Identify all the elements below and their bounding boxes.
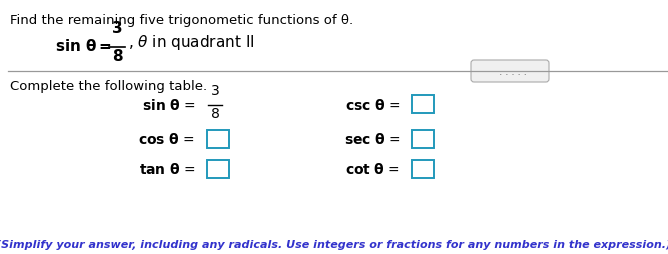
- Text: $\bf{csc}\ \bf{\theta}$ =: $\bf{csc}\ \bf{\theta}$ =: [345, 97, 400, 112]
- Text: , $\theta$ in quadrant II: , $\theta$ in quadrant II: [128, 33, 255, 52]
- Text: 3: 3: [210, 84, 219, 98]
- Bar: [412, 96, 434, 114]
- Bar: [207, 131, 229, 148]
- Text: $\bf{sec}\ \bf{\theta}$ =: $\bf{sec}\ \bf{\theta}$ =: [343, 132, 400, 147]
- Bar: [207, 160, 229, 178]
- Bar: [412, 131, 434, 148]
- Text: 3: 3: [112, 21, 122, 36]
- Text: $\bf{sin}\ \bf{\theta}$ =: $\bf{sin}\ \bf{\theta}$ =: [142, 97, 195, 112]
- FancyBboxPatch shape: [471, 61, 549, 83]
- Bar: [412, 160, 434, 178]
- Text: $\bf{cot}\ \bf{\theta}$ =: $\bf{cot}\ \bf{\theta}$ =: [345, 162, 400, 177]
- Text: Find the remaining five trigonometic functions of θ.: Find the remaining five trigonometic fun…: [10, 14, 353, 27]
- Text: 8: 8: [210, 107, 219, 121]
- Text: Complete the following table.: Complete the following table.: [10, 80, 207, 93]
- Text: 8: 8: [112, 49, 122, 64]
- Text: $\bf{cos}\ \bf{\theta}$ =: $\bf{cos}\ \bf{\theta}$ =: [138, 132, 195, 147]
- Text: . . . . .: . . . . .: [493, 67, 527, 77]
- Text: $\bf{tan}\ \bf{\theta}$ =: $\bf{tan}\ \bf{\theta}$ =: [138, 162, 195, 177]
- Text: $\bf{sin}\ \bf{\theta} =$: $\bf{sin}\ \bf{\theta} =$: [55, 38, 112, 54]
- Text: (Simplify your answer, including any radicals. Use integers or fractions for any: (Simplify your answer, including any rad…: [0, 239, 668, 249]
